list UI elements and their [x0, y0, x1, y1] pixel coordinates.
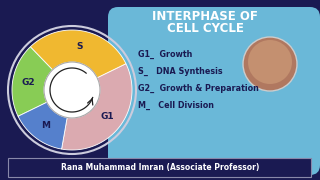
Circle shape	[44, 62, 100, 118]
Polygon shape	[18, 102, 67, 149]
Text: CELL CYCLE: CELL CYCLE	[167, 21, 244, 35]
Polygon shape	[30, 30, 126, 78]
Text: M: M	[41, 121, 50, 130]
Text: G2_  Growth & Preparation: G2_ Growth & Preparation	[138, 83, 259, 93]
Polygon shape	[12, 47, 52, 116]
Text: INTERPHASE OF: INTERPHASE OF	[152, 10, 258, 24]
Circle shape	[243, 37, 297, 91]
Text: S: S	[76, 42, 83, 51]
Text: G2: G2	[22, 78, 36, 87]
Polygon shape	[61, 64, 132, 150]
Text: G1: G1	[100, 112, 114, 121]
Text: S_   DNA Synthesis: S_ DNA Synthesis	[138, 66, 223, 76]
Text: M_   Cell Division: M_ Cell Division	[138, 100, 214, 110]
FancyBboxPatch shape	[108, 7, 320, 175]
Circle shape	[248, 40, 292, 84]
Text: G1_  Growth: G1_ Growth	[138, 50, 192, 59]
Text: Rana Muhammad Imran (Associate Professor): Rana Muhammad Imran (Associate Professor…	[61, 163, 259, 172]
FancyBboxPatch shape	[8, 158, 311, 177]
